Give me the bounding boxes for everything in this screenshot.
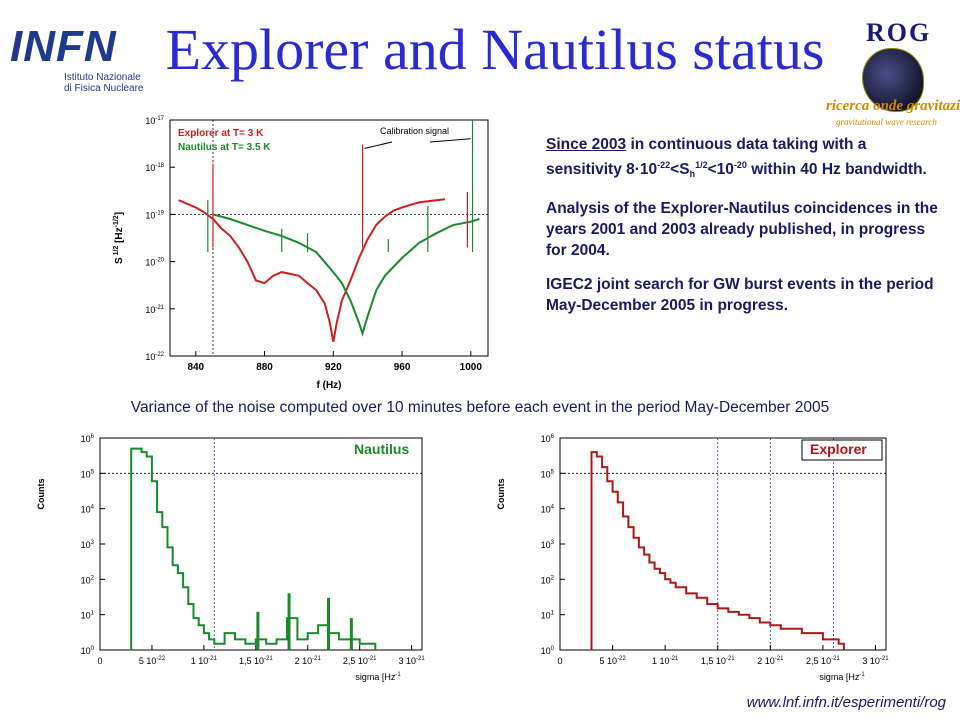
hist-x-tick-label: 1 10-21 bbox=[652, 656, 679, 666]
description-p1-sub: h bbox=[689, 169, 696, 179]
calibration-signal-label: Calibration signal bbox=[380, 126, 449, 136]
hist-title-box bbox=[801, 439, 883, 461]
description-p1-exp2: 1/2 bbox=[695, 160, 708, 170]
description-p1: Since 2003 in continuous data taking wit… bbox=[546, 134, 946, 185]
hist-y-tick-label: 104 bbox=[81, 505, 95, 515]
infn-logo-line2: di Fisica Nucleare bbox=[64, 83, 144, 94]
hist-y-tick-label: 101 bbox=[541, 611, 555, 621]
hist-y-tick-label: 102 bbox=[81, 575, 95, 585]
spectrum-chart: 840 880 920 960 1000 f (Hz) 10-22 10-21 10-20 10-… bbox=[113, 116, 489, 390]
hist-title: Nautilus bbox=[354, 441, 409, 457]
hist-y-axis-label: Counts bbox=[496, 479, 506, 510]
description-p1-text-d: within 40 Hz bandwidth. bbox=[746, 161, 927, 178]
spectrum-y-tick-label: 10-19 bbox=[145, 210, 164, 220]
footer-url[interactable]: www.lnf.infn.it/esperimenti/rog bbox=[746, 694, 946, 711]
hist-y-tick-label: 100 bbox=[541, 646, 555, 656]
hist-y-tick-label: 105 bbox=[541, 469, 555, 479]
spectrum-series-line-1 bbox=[212, 213, 480, 337]
rog-logo-mark: ROG bbox=[866, 18, 932, 47]
rog-logo-image bbox=[862, 48, 924, 112]
infn-logo-line1: Istituto Nazionale bbox=[64, 72, 141, 83]
since-2003-link: Since 2003 bbox=[546, 136, 627, 153]
description-p1-exp3: -20 bbox=[733, 160, 747, 170]
infn-logo: INFN Istituto Nazionale di Fisica Nuclea… bbox=[6, 20, 156, 98]
spectrum-y-tick-label: 10-18 bbox=[145, 163, 164, 173]
hist-x-tick-label: 2 10-21 bbox=[757, 656, 784, 666]
hist-y-tick-label: 105 bbox=[81, 469, 95, 479]
hist-plot-frame bbox=[559, 437, 887, 651]
hist-title: Explorer bbox=[810, 441, 867, 457]
description-p1-text-b: <S bbox=[670, 161, 690, 178]
calibration-arrow-right bbox=[429, 138, 471, 143]
spectrum-legend-entry-1: Nautilus at T= 3.5 K bbox=[178, 142, 271, 153]
hist-y-axis-label: Counts bbox=[36, 479, 46, 510]
hist-bars-outline bbox=[130, 447, 377, 650]
hist-x-tick-label: 2,5 10-21 bbox=[343, 656, 377, 666]
page-title: Explorer and Nautilus status bbox=[165, 17, 825, 82]
hist-y-tick-label: 101 bbox=[81, 611, 95, 621]
calibration-arrow-left bbox=[364, 141, 393, 149]
hist-x-tick-label: 0 bbox=[557, 656, 562, 666]
hist-x-tick-label: 1 10-21 bbox=[191, 656, 218, 666]
hist-x-tick-label: 2,5 10-21 bbox=[806, 656, 840, 666]
hist-x-tick-label: 2 10-21 bbox=[295, 656, 322, 666]
spectrum-x-tick-label: 1000 bbox=[460, 362, 483, 373]
spectrum-x-tick-label: 920 bbox=[325, 362, 342, 373]
description-p1-text-a: in continuous data taking with a sensiti… bbox=[546, 136, 867, 178]
explorer-histogram: 100 101 102 103 104 105 106 0 5 10-22 1 10-21 1,5 … bbox=[496, 434, 889, 682]
hist-y-tick-label: 100 bbox=[81, 646, 95, 656]
rog-logo: ROG ricerca onde gravitazionali gravitat… bbox=[822, 18, 960, 130]
hist-y-tick-label: 106 bbox=[541, 434, 555, 444]
hist-x-tick-label: 5 10-22 bbox=[139, 656, 166, 666]
hist-x-tick-label: 0 bbox=[97, 656, 102, 666]
histogram-caption: Variance of the noise computed over 10 m… bbox=[130, 399, 830, 416]
hist-y-tick-label: 103 bbox=[81, 540, 95, 550]
hist-y-tick-label: 103 bbox=[541, 540, 555, 550]
spectrum-y-tick-label: 10-17 bbox=[145, 116, 164, 126]
hist-y-tick-label: 104 bbox=[541, 505, 555, 515]
spectrum-y-tick-label: 10-20 bbox=[145, 258, 164, 268]
spectrum-y-tick-label: 10-22 bbox=[145, 352, 164, 362]
spectrum-x-tick-label: 840 bbox=[187, 362, 204, 373]
infn-logo-mark: INFN bbox=[10, 22, 117, 71]
hist-x-tick-label: 1,5 10-21 bbox=[701, 656, 735, 666]
spectrum-legend-entry-0: Explorer at T= 3 K bbox=[178, 128, 264, 139]
description-p1-text-c: <10 bbox=[707, 161, 734, 178]
rog-logo-line2: gravitational wave research bbox=[836, 117, 937, 127]
infn-logo-text: Istituto Nazionale di Fisica Nucleare bbox=[64, 72, 143, 94]
hist-plot-frame bbox=[99, 437, 423, 651]
spectrum-x-axis-label: f (Hz) bbox=[317, 380, 342, 390]
nautilus-histogram: 100 101 102 103 104 105 106 0 5 10-22 1 10-21 1,5 … bbox=[36, 434, 426, 682]
hist-y-tick-label: 102 bbox=[541, 575, 555, 585]
description-p3: IGEC2 joint search for GW burst events i… bbox=[546, 276, 934, 314]
hist-x-tick-label: 3 10-21 bbox=[399, 656, 426, 666]
spectrum-y-axis-label: S 1/2 [Hz-1/2] bbox=[113, 212, 125, 264]
hist-bars-outline bbox=[590, 451, 845, 650]
hist-x-tick-label: 5 10-22 bbox=[599, 656, 626, 666]
hist-y-tick-label: 106 bbox=[81, 434, 95, 444]
hist-x-tick-label: 1,5 10-21 bbox=[239, 656, 273, 666]
hist-x-axis-label: sigma [Hz-1 bbox=[819, 672, 865, 682]
spectrum-y-tick-label: 10-21 bbox=[145, 305, 164, 315]
spectrum-series-line-0 bbox=[178, 198, 446, 342]
description-p1-exp1: -22 bbox=[657, 160, 671, 170]
description-p2: Analysis of the Explorer-Nautilus coinci… bbox=[546, 200, 938, 259]
spectrum-x-tick-label: 960 bbox=[394, 362, 411, 373]
spectrum-x-tick-label: 880 bbox=[256, 362, 273, 373]
rog-logo-line1: ricerca onde gravitazionali bbox=[826, 98, 960, 114]
hist-x-axis-label: sigma [Hz-1 bbox=[355, 672, 401, 682]
hist-x-tick-label: 3 10-21 bbox=[862, 656, 889, 666]
description-panel: Since 2003 in continuous data taking wit… bbox=[546, 134, 946, 329]
